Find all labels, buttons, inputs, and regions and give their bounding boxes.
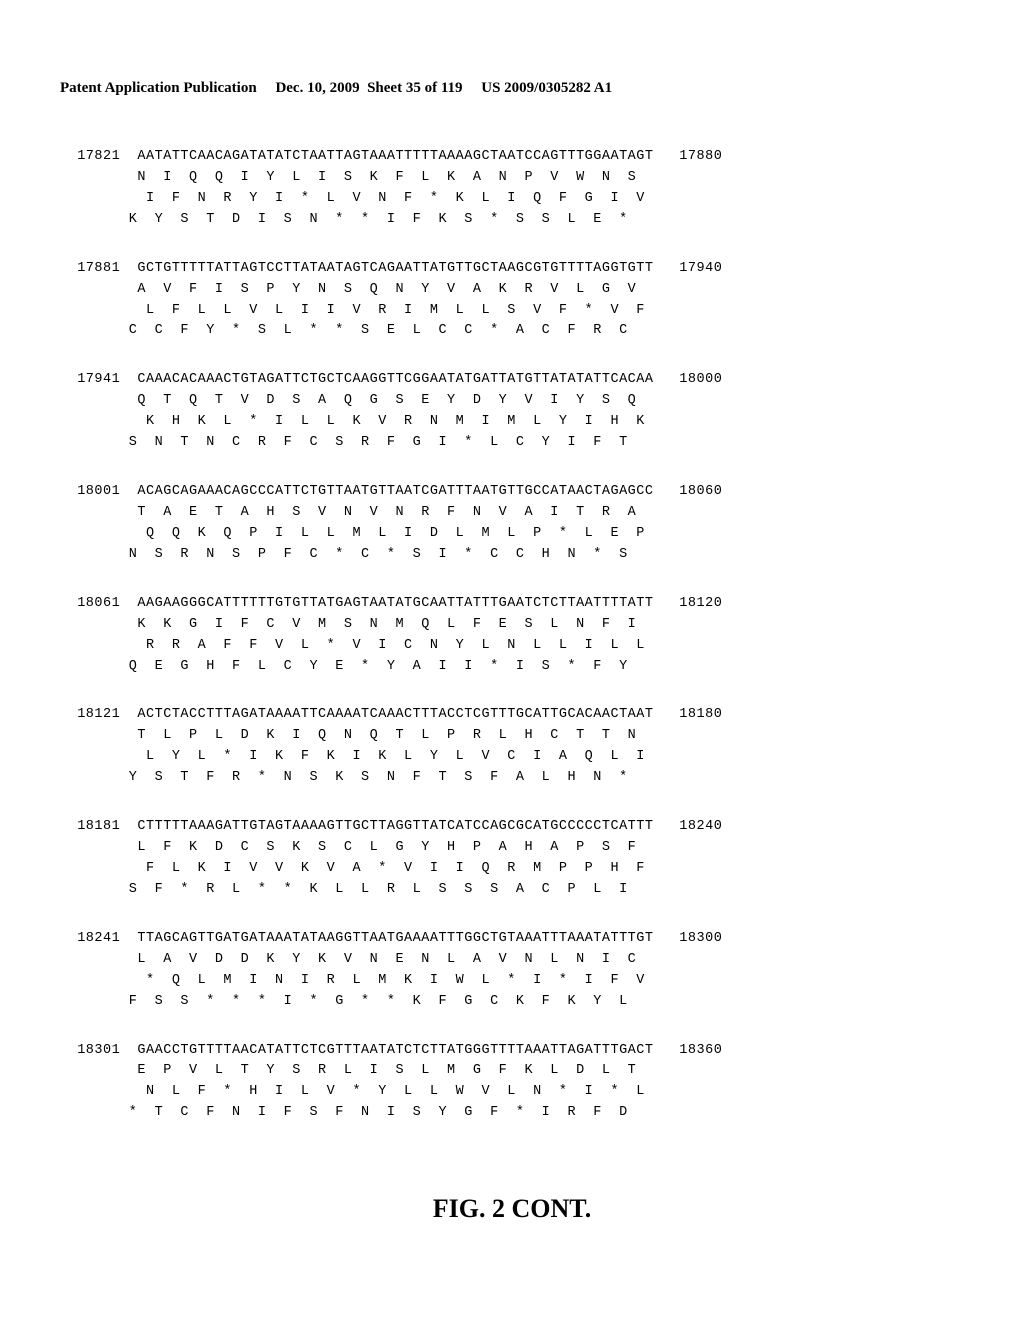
frame1-line: E P V L T Y S R L I S L M G F K L D L T	[60, 1061, 964, 1082]
frame2-line: L F L L V L I I V R I M L L S V F * V F	[60, 301, 964, 322]
frame1-line: L F K D C S K S C L G Y H P A H A P S F	[60, 838, 964, 859]
frame2-line: N L F * H I L V * Y L L W V L N * I * L	[60, 1082, 964, 1103]
frame2-line: * Q L M I N I R L M K I W L * I * I F V	[60, 971, 964, 992]
frame3-line: F S S * * * I * G * * K F G C K F K Y L	[60, 992, 964, 1013]
frame1-line: Q T Q T V D S A Q G S E Y D Y V I Y S Q	[60, 391, 964, 412]
dna-line: 18301 GAACCTGTTTTAACATATTCTCGTTTAATATCTC…	[60, 1041, 964, 1062]
dna-line: 18181 CTTTTTAAAGATTGTAGTAAAAGTTGCTTAGGTT…	[60, 817, 964, 838]
sequence-block: 18301 GAACCTGTTTTAACATATTCTCGTTTAATATCTC…	[60, 1041, 964, 1125]
frame3-line: Y S T F R * N S K S N F T S F A L H N *	[60, 768, 964, 789]
dna-line: 18001 ACAGCAGAAACAGCCCATTCTGTTAATGTTAATC…	[60, 482, 964, 503]
sequence-listing: 17821 AATATTCAACAGATATATCTAATTAGTAAATTTT…	[60, 147, 964, 1124]
frame2-line: K H K L * I L L K V R N M I M L Y I H K	[60, 412, 964, 433]
sequence-block: 18181 CTTTTTAAAGATTGTAGTAAAAGTTGCTTAGGTT…	[60, 817, 964, 901]
dna-line: 17821 AATATTCAACAGATATATCTAATTAGTAAATTTT…	[60, 147, 964, 168]
frame1-line: T A E T A H S V N V N R F N V A I T R A	[60, 503, 964, 524]
dna-line: 17881 GCTGTTTTTATTAGTCCTTATAATAGTCAGAATT…	[60, 259, 964, 280]
frame1-line: T L P L D K I Q N Q T L P R L H C T T N	[60, 726, 964, 747]
frame3-line: S F * R L * * K L L R L S S S A C P L I	[60, 880, 964, 901]
dna-line: 18241 TTAGCAGTTGATGATAAATATAAGGTTAATGAAA…	[60, 929, 964, 950]
frame1-line: A V F I S P Y N S Q N Y V A K R V L G V	[60, 280, 964, 301]
sequence-block: 17881 GCTGTTTTTATTAGTCCTTATAATAGTCAGAATT…	[60, 259, 964, 343]
frame3-line: K Y S T D I S N * * I F K S * S S L E *	[60, 210, 964, 231]
figure-label: FIG. 2 CONT.	[60, 1194, 964, 1224]
frame2-line: R R A F F V L * V I C N Y L N L L I L L	[60, 636, 964, 657]
sequence-block: 18241 TTAGCAGTTGATGATAAATATAAGGTTAATGAAA…	[60, 929, 964, 1013]
dna-line: 18061 AAGAAGGGCATTTTTTGTGTTATGAGTAATATGC…	[60, 594, 964, 615]
sequence-block: 17941 CAAACACAAACTGTAGATTCTGCTCAAGGTTCGG…	[60, 370, 964, 454]
frame3-line: C C F Y * S L * * S E L C C * A C F R C	[60, 321, 964, 342]
frame2-line: I F N R Y I * L V N F * K L I Q F G I V	[60, 189, 964, 210]
sequence-block: 18061 AAGAAGGGCATTTTTTGTGTTATGAGTAATATGC…	[60, 594, 964, 678]
dna-line: 18121 ACTCTACCTTTAGATAAAATTCAAAATCAAACTT…	[60, 705, 964, 726]
sequence-block: 18001 ACAGCAGAAACAGCCCATTCTGTTAATGTTAATC…	[60, 482, 964, 566]
frame3-line: Q E G H F L C Y E * Y A I I * I S * F Y	[60, 657, 964, 678]
frame3-line: * T C F N I F S F N I S Y G F * I R F D	[60, 1103, 964, 1124]
frame2-line: L Y L * I K F K I K L Y L V C I A Q L I	[60, 747, 964, 768]
header-left: Patent Application Publication	[60, 80, 257, 96]
frame3-line: S N T N C R F C S R F G I * L C Y I F T	[60, 433, 964, 454]
sequence-block: 18121 ACTCTACCTTTAGATAAAATTCAAAATCAAACTT…	[60, 705, 964, 789]
dna-line: 17941 CAAACACAAACTGTAGATTCTGCTCAAGGTTCGG…	[60, 370, 964, 391]
header-center: Dec. 10, 2009 Sheet 35 of 119	[275, 80, 462, 96]
frame2-line: Q Q K Q P I L L M L I D L M L P * L E P	[60, 524, 964, 545]
frame1-line: K K G I F C V M S N M Q L F E S L N F I	[60, 615, 964, 636]
page-header: Patent Application Publication Dec. 10, …	[60, 80, 964, 97]
frame2-line: F L K I V V K V A * V I I Q R M P P H F	[60, 859, 964, 880]
frame1-line: N I Q Q I Y L I S K F L K A N P V W N S	[60, 168, 964, 189]
header-right: US 2009/0305282 A1	[481, 80, 612, 96]
frame1-line: L A V D D K Y K V N E N L A V N L N I C	[60, 950, 964, 971]
sequence-block: 17821 AATATTCAACAGATATATCTAATTAGTAAATTTT…	[60, 147, 964, 231]
frame3-line: N S R N S P F C * C * S I * C C H N * S	[60, 545, 964, 566]
